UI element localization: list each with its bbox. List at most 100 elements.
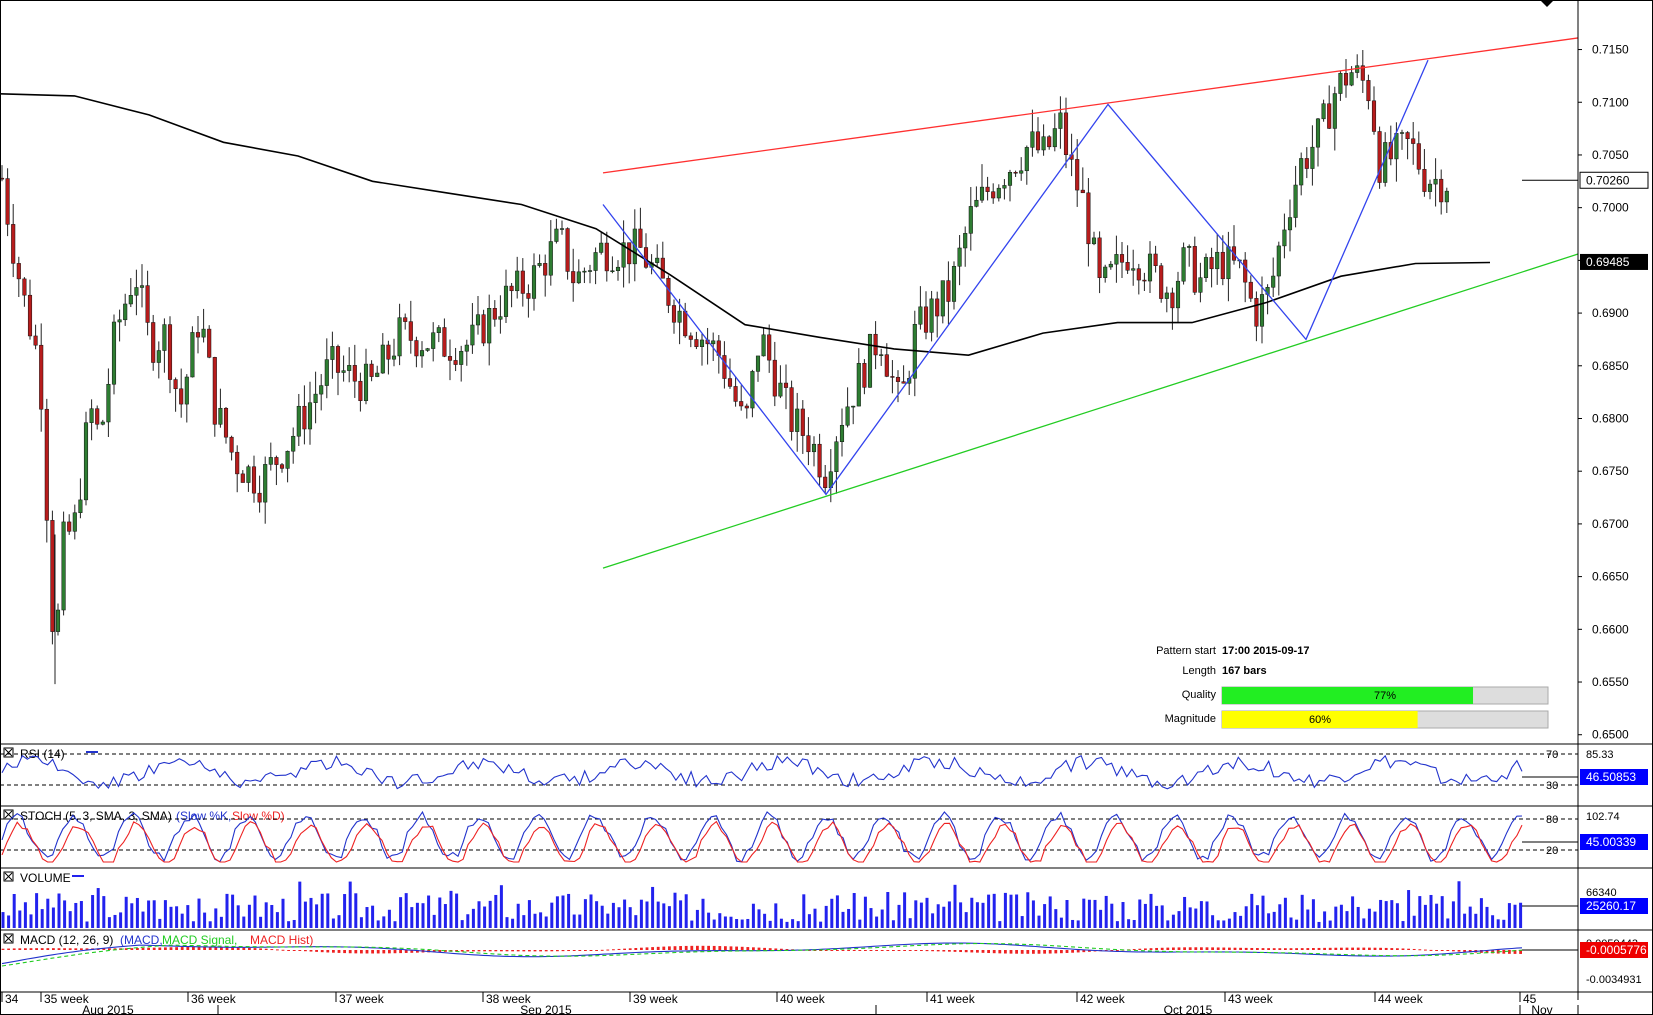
- macd-hist-bar: [516, 950, 520, 952]
- macd-hist-bar: [376, 950, 380, 954]
- price-tick-label: 0.6650: [1592, 570, 1629, 584]
- volume-bar: [578, 914, 582, 928]
- candle-body: [1215, 251, 1220, 270]
- macd-title: MACD (12, 26, 9): [20, 933, 113, 947]
- candle-body: [526, 293, 531, 299]
- candle: [33, 324, 38, 350]
- candle-body: [621, 242, 626, 268]
- candle: [778, 365, 783, 399]
- candle-body: [296, 405, 301, 437]
- volume-bar: [1412, 915, 1416, 928]
- candle: [923, 291, 929, 340]
- candle-body: [559, 228, 565, 230]
- volume-bar: [791, 919, 795, 928]
- macd-hist-bar: [578, 950, 582, 951]
- candle: [375, 365, 380, 378]
- macd-hist-bar: [1043, 950, 1046, 954]
- rsi-panel-close-icon-x2: [4, 748, 13, 757]
- volume-bar: [337, 915, 341, 928]
- candle-body: [727, 378, 733, 387]
- candle: [991, 183, 996, 204]
- volume-bar: [1283, 897, 1287, 928]
- candle: [425, 347, 430, 352]
- macd-hist-bar: [494, 950, 498, 952]
- candle-body: [811, 443, 817, 453]
- candle: [912, 310, 917, 397]
- volume-bar: [197, 898, 201, 928]
- macd-hist-bar: [1267, 948, 1270, 950]
- candle: [873, 321, 878, 370]
- candle-body: [1271, 275, 1276, 288]
- macd-hist-bar: [483, 950, 486, 952]
- rsi-level-30-label: 30: [1546, 780, 1558, 792]
- macd-hist-bar: [315, 950, 318, 952]
- volume-bar: [1429, 894, 1433, 928]
- macd-hist-bar: [886, 950, 890, 951]
- candle-body: [268, 457, 273, 465]
- volume-bar: [275, 912, 279, 928]
- candle: [459, 345, 464, 382]
- candle: [660, 241, 665, 279]
- macd-hist-bar: [225, 947, 229, 950]
- candle: [1399, 129, 1405, 150]
- volume-bar: [68, 911, 72, 928]
- candle: [1047, 135, 1052, 150]
- candle-body: [772, 359, 777, 397]
- macd-hist-bar: [354, 950, 358, 954]
- macd-hist-bar: [236, 947, 240, 950]
- candle: [643, 233, 649, 269]
- candle-body: [380, 344, 385, 374]
- volume-bar: [1384, 901, 1388, 928]
- volume-top-label: 66340: [1586, 887, 1617, 899]
- ma-value-label: 0.69485: [1586, 255, 1630, 269]
- macd-hist-bar: [841, 950, 845, 951]
- candle-body: [929, 298, 934, 333]
- volume-bar: [863, 896, 867, 928]
- candle: [123, 293, 128, 326]
- macd-hist-bar: [1457, 950, 1461, 952]
- macd-hist-bar: [600, 949, 604, 951]
- candle-body: [162, 324, 167, 351]
- macd-hist-bar: [360, 950, 363, 954]
- candle: [1142, 272, 1147, 292]
- macd-hist-bar: [1328, 947, 1332, 950]
- candle-body: [1287, 217, 1293, 231]
- volume-bar: [1255, 905, 1259, 928]
- volume-bar: [1300, 894, 1304, 928]
- candle-body: [1332, 93, 1337, 129]
- macd-hist-bar: [869, 950, 873, 951]
- macd-hist-bar: [68, 948, 72, 950]
- candle: [78, 478, 83, 519]
- candle: [128, 278, 133, 308]
- volume-bar: [695, 909, 699, 928]
- macd-hist-bar: [1519, 950, 1522, 954]
- volume-bar: [544, 916, 548, 928]
- macd-hist-bar: [388, 950, 391, 954]
- macd-hist-bar: [533, 950, 537, 952]
- macd-hist-bar: [1446, 950, 1450, 951]
- volume-bar: [102, 896, 106, 928]
- candle: [1231, 225, 1237, 265]
- macd-hist-bar: [326, 950, 330, 953]
- candle-body: [1243, 259, 1248, 283]
- volume-bar: [494, 894, 498, 928]
- volume-bar: [1418, 896, 1422, 928]
- macd-hist-bar: [12, 948, 16, 950]
- candle: [526, 284, 531, 318]
- week-label: 35 week: [44, 992, 90, 1006]
- volume-bar: [1463, 913, 1467, 928]
- macd-hist-bar: [1508, 950, 1511, 954]
- macd-hist-bar: [584, 950, 587, 951]
- candle: [156, 341, 161, 379]
- candle: [1147, 241, 1153, 293]
- candle: [587, 264, 593, 284]
- volume-bar: [964, 912, 968, 928]
- candle-body: [789, 387, 794, 432]
- candle-body: [1405, 132, 1410, 140]
- candle: [1175, 271, 1181, 324]
- candle: [1405, 131, 1410, 160]
- macd-hist-bar: [942, 950, 946, 952]
- volume-bar: [91, 895, 95, 928]
- macd-hist-bar: [925, 950, 929, 952]
- volume-bar: [841, 911, 845, 928]
